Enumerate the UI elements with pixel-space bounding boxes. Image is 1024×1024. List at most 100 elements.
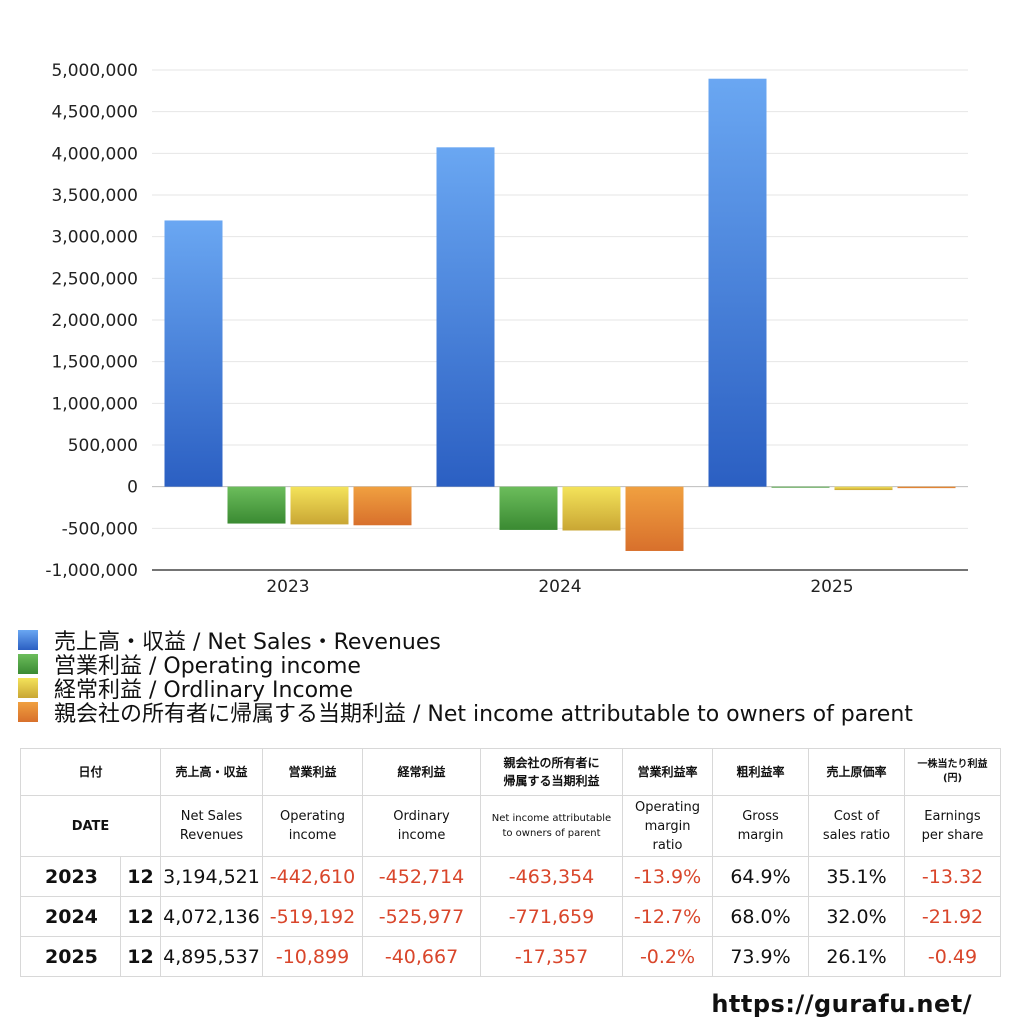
header-net-income-en-line2: to owners of parent <box>502 828 601 839</box>
header-cost-ratio-en-line2: sales ratio <box>822 828 891 843</box>
legend-swatch-net-income <box>18 702 38 722</box>
legend-label-ordinary-income: 経常利益 / Ordlinary Income <box>54 678 353 703</box>
cell-operating-income: -442,610 <box>262 856 364 897</box>
cell-net-income: -17,357 <box>480 936 624 977</box>
y-tick-label: 5,000,000 <box>51 61 138 81</box>
header-eps-jp-line2: (円) <box>942 773 963 784</box>
header-operating-income-en-line2: income <box>288 828 337 843</box>
y-tick-label: 4,500,000 <box>51 103 138 123</box>
y-tick-label: -1,000,000 <box>45 561 138 581</box>
cell-operating-margin: -0.2% <box>622 936 714 977</box>
bar-operating-income <box>499 486 558 530</box>
chart-legend: 売上高・収益 / Net Sales・Revenues 営業利益 / Opera… <box>18 628 913 727</box>
y-tick-label: 2,500,000 <box>51 269 138 289</box>
cell-operating-income: -10,899 <box>262 936 364 977</box>
bar-operating-income <box>227 486 286 524</box>
header-operating-income-en-line1: Operating <box>280 809 346 824</box>
y-tick-label: 1,000,000 <box>51 394 138 414</box>
header-eps-jp: 一株当たり利益 (円) <box>904 748 1002 796</box>
legend-swatch-ordinary-income <box>18 678 38 698</box>
cell-ordinary-income: -40,667 <box>362 936 482 977</box>
cell-gross-margin: 64.9% <box>712 856 810 897</box>
header-ordinary-income-jp: 経常利益 <box>362 748 482 796</box>
x-tick-label: 2025 <box>810 577 853 597</box>
table-header-en: DATE Net Sales Revenues Operating income O… <box>19 795 1002 857</box>
cell-net-income: -463,354 <box>480 856 624 897</box>
header-operating-margin-jp: 営業利益率 <box>622 748 714 796</box>
y-tick-label: 4,000,000 <box>51 144 138 164</box>
header-gross-margin-en: Gross margin <box>712 795 810 857</box>
cell-cost-ratio: 26.1% <box>808 936 906 977</box>
header-gross-margin-en-line2: margin <box>737 828 784 843</box>
table-row: 2023 12 3,194,521 -442,610 -452,714 -463… <box>20 856 1002 897</box>
header-ordinary-income-en-line1: Ordinary <box>393 809 450 824</box>
x-tick-label: 2023 <box>266 577 309 597</box>
financial-table: 日付 売上高・収益 営業利益 経常利益 親会社の所有者に 帰属する当期利益 営業利… <box>19 748 1002 977</box>
y-tick-label: -500,000 <box>62 519 138 539</box>
cell-year: 2024 <box>20 896 121 937</box>
bar-ordinary-income <box>834 486 893 491</box>
legend-label-net-sales: 売上高・収益 / Net Sales・Revenues <box>54 630 441 655</box>
header-cost-ratio-en: Cost of sales ratio <box>808 795 906 857</box>
header-gross-margin-jp: 粗利益率 <box>712 748 810 796</box>
y-tick-label: 1,500,000 <box>51 353 138 373</box>
cell-operating-margin: -12.7% <box>622 896 714 937</box>
header-eps-en-line2: per share <box>921 828 984 843</box>
cell-net-sales: 4,895,537 <box>160 936 264 977</box>
cell-net-sales: 3,194,521 <box>160 856 264 897</box>
bar-chart: -1,000,000 -500,000 0 500,000 1,000,000 1,500… <box>45 61 968 597</box>
legend-item-net-sales: 売上高・収益 / Net Sales・Revenues <box>18 628 913 655</box>
header-net-income-en-line1: Net income attributable <box>491 813 612 824</box>
header-eps-en: Earnings per share <box>904 795 1002 857</box>
header-net-sales-en: Net Sales Revenues <box>160 795 264 857</box>
y-tick-label: 3,000,000 <box>51 228 138 248</box>
header-net-income-en: Net income attributable to owners of pare… <box>480 795 624 857</box>
legend-item-operating-income: 営業利益 / Operating income <box>18 652 913 679</box>
cell-eps: -0.49 <box>904 936 1002 977</box>
cell-ordinary-income: -525,977 <box>362 896 482 937</box>
header-net-income-jp-line2: 帰属する当期利益 <box>503 774 600 788</box>
legend-label-net-income: 親会社の所有者に帰属する当期利益 / Net income attributab… <box>54 702 913 727</box>
legend-item-ordinary-income: 経常利益 / Ordlinary Income <box>18 676 913 703</box>
header-net-sales-en-line2: Revenues <box>179 828 244 843</box>
source-url[interactable]: https://gurafu.net/ <box>711 990 972 1018</box>
header-eps-jp-line1: 一株当たり利益 <box>917 759 988 770</box>
header-ordinary-income-en-line2: income <box>397 828 446 843</box>
header-operating-margin-en-line2: margin <box>644 818 691 834</box>
bar-net-income <box>625 486 684 551</box>
y-tick-label: 500,000 <box>68 436 138 456</box>
cell-gross-margin: 68.0% <box>712 896 810 937</box>
cell-net-income: -771,659 <box>480 896 624 937</box>
header-ordinary-income-en: Ordinary income <box>362 795 482 857</box>
legend-swatch-net-sales <box>18 630 38 650</box>
bar-net-sales <box>164 220 223 487</box>
table-row: 2025 12 4,895,537 -10,899 -40,667 -17,35… <box>20 936 1002 977</box>
cell-year: 2025 <box>20 936 121 977</box>
cell-operating-margin: -13.9% <box>622 856 714 897</box>
legend-item-net-income: 親会社の所有者に帰属する当期利益 / Net income attributab… <box>18 700 913 727</box>
header-operating-income-en: Operating income <box>262 795 364 857</box>
cell-gross-margin: 73.9% <box>712 936 810 977</box>
cell-year: 2023 <box>20 856 121 897</box>
cell-eps: -21.92 <box>904 896 1002 937</box>
bar-net-income <box>897 486 956 489</box>
bar-net-income <box>353 486 412 526</box>
table-header-jp: 日付 売上高・収益 営業利益 経常利益 親会社の所有者に 帰属する当期利益 営業利… <box>19 748 1002 796</box>
table-row: 2024 12 4,072,136 -519,192 -525,977 -771… <box>20 896 1002 937</box>
y-tick-label: 0 <box>127 478 138 498</box>
cell-operating-income: -519,192 <box>262 896 364 937</box>
header-cost-ratio-jp: 売上原価率 <box>808 748 906 796</box>
header-eps-en-line1: Earnings <box>924 809 981 824</box>
x-tick-label: 2024 <box>538 577 581 597</box>
header-cost-ratio-en-line1: Cost of <box>833 809 880 824</box>
y-tick-label: 3,500,000 <box>51 186 138 206</box>
bar-ordinary-income <box>290 486 349 525</box>
header-operating-income-jp: 営業利益 <box>262 748 364 796</box>
bar-operating-income <box>771 486 830 488</box>
bar-net-sales <box>708 78 767 487</box>
bar-ordinary-income <box>562 486 621 531</box>
cell-month: 12 <box>119 936 162 977</box>
header-net-sales-en-line1: Net Sales <box>180 809 243 824</box>
cell-month: 12 <box>119 856 162 897</box>
header-operating-margin-en: Operating margin ratio <box>622 795 714 857</box>
